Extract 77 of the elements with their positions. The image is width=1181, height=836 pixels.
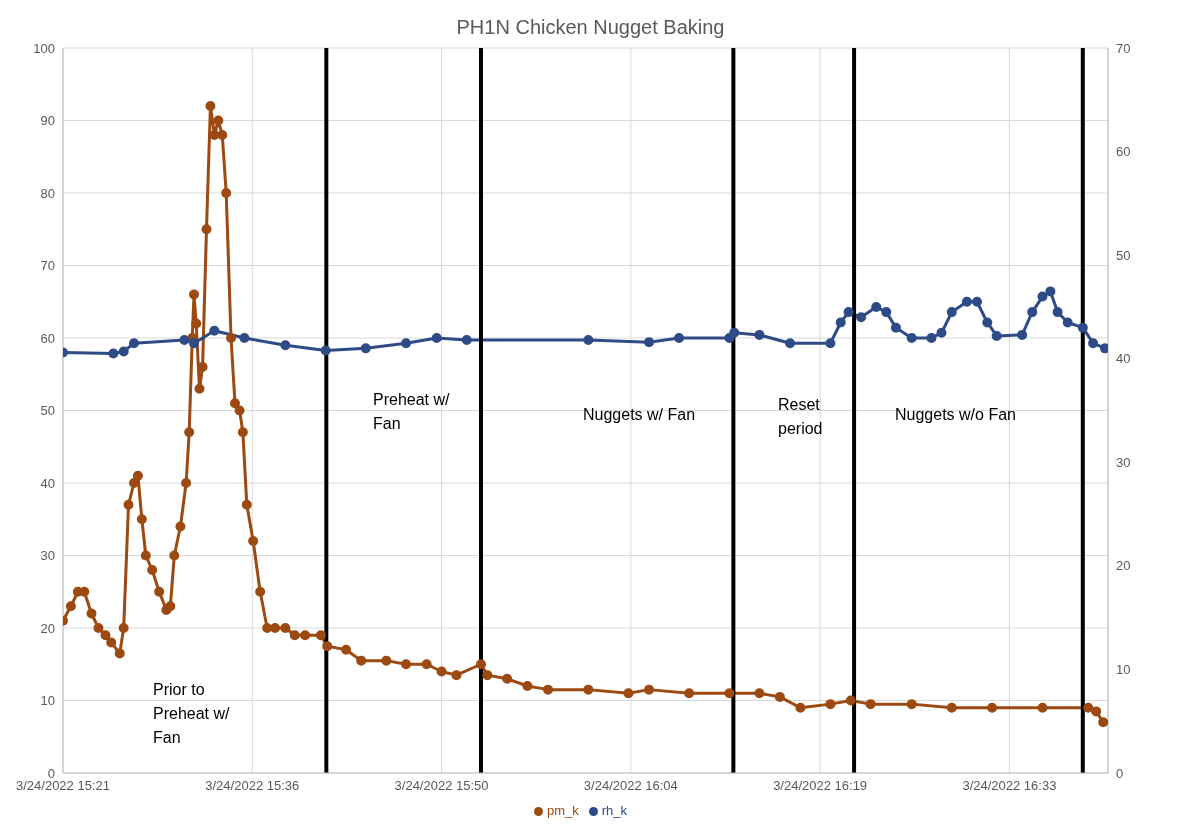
point [1088,338,1099,349]
point [785,338,796,349]
point [825,338,836,349]
y2-tick-label: 40 [1116,351,1131,367]
point [644,337,655,348]
point [871,301,882,312]
legend-label: rh_k [601,803,628,818]
point [239,333,250,343]
y2-tick-label: 20 [1116,558,1131,574]
point [843,307,854,318]
y-tick-label: 40 [40,475,55,491]
point [1077,322,1088,333]
y2-tick-label: 70 [1116,40,1131,56]
point [890,322,901,333]
y-tick-label: 10 [40,693,55,709]
y2-tick-label: 0 [1116,765,1124,781]
y-tick-label: 30 [40,548,55,564]
point [583,335,594,346]
point [189,338,200,349]
y-tick-label: 90 [40,113,55,129]
point [431,333,442,343]
point [320,345,331,356]
x-tick-label: 3/24/2022 15:50 [394,778,489,794]
x-tick-label: 3/24/2022 15:36 [205,778,300,794]
y-tick-label: 60 [40,330,55,346]
point [991,330,1002,341]
point [1062,317,1073,328]
point [946,307,957,318]
point [1027,307,1038,318]
y-tick-label: 80 [40,185,55,201]
x-tick-label: 3/24/2022 15:21 [16,778,110,794]
annotation: Reset period [778,395,824,439]
y-tick-label: 50 [40,403,55,419]
annotation: Nuggets w/ Fan [583,405,697,425]
y-tick-label: 0 [47,765,55,781]
annotation: Preheat w/ Fan [373,390,451,434]
x-tick-label: 3/24/2022 16:33 [962,778,1057,794]
point [835,317,846,328]
point [982,317,993,328]
point [179,335,190,346]
x-tick-label: 3/24/2022 16:04 [583,778,678,794]
y2-tick-label: 30 [1116,454,1131,470]
chart-title: PH1N Chicken Nugget Baking [455,16,726,39]
y2-tick-label: 60 [1116,144,1131,160]
point [724,333,735,343]
point [108,348,119,359]
annotation: Nuggets w/o Fan [895,405,1017,425]
point [1037,291,1048,302]
point [926,333,937,343]
point [118,346,129,357]
point [729,327,740,338]
point [961,296,972,307]
legend-label: pm_k [546,803,579,818]
point [280,340,291,351]
point [461,335,472,346]
point [1099,343,1108,354]
y2-tick-label: 10 [1116,662,1131,678]
point [1017,329,1028,340]
point [881,307,892,318]
point [401,338,412,349]
point [674,333,685,343]
point [360,343,371,354]
point [1045,286,1056,297]
annotation: Prior to Preheat w/ Fan [153,680,231,748]
point [906,333,917,343]
point [936,327,947,338]
point [128,338,139,349]
point [754,329,765,340]
point [856,312,867,323]
x-tick-label: 3/24/2022 16:19 [773,778,868,794]
point [209,325,220,336]
point [1052,307,1063,318]
y-tick-label: 20 [40,620,55,636]
y-tick-label: 70 [40,258,55,274]
y2-tick-label: 50 [1116,247,1131,263]
y-tick-label: 100 [33,40,55,56]
point [971,296,982,307]
